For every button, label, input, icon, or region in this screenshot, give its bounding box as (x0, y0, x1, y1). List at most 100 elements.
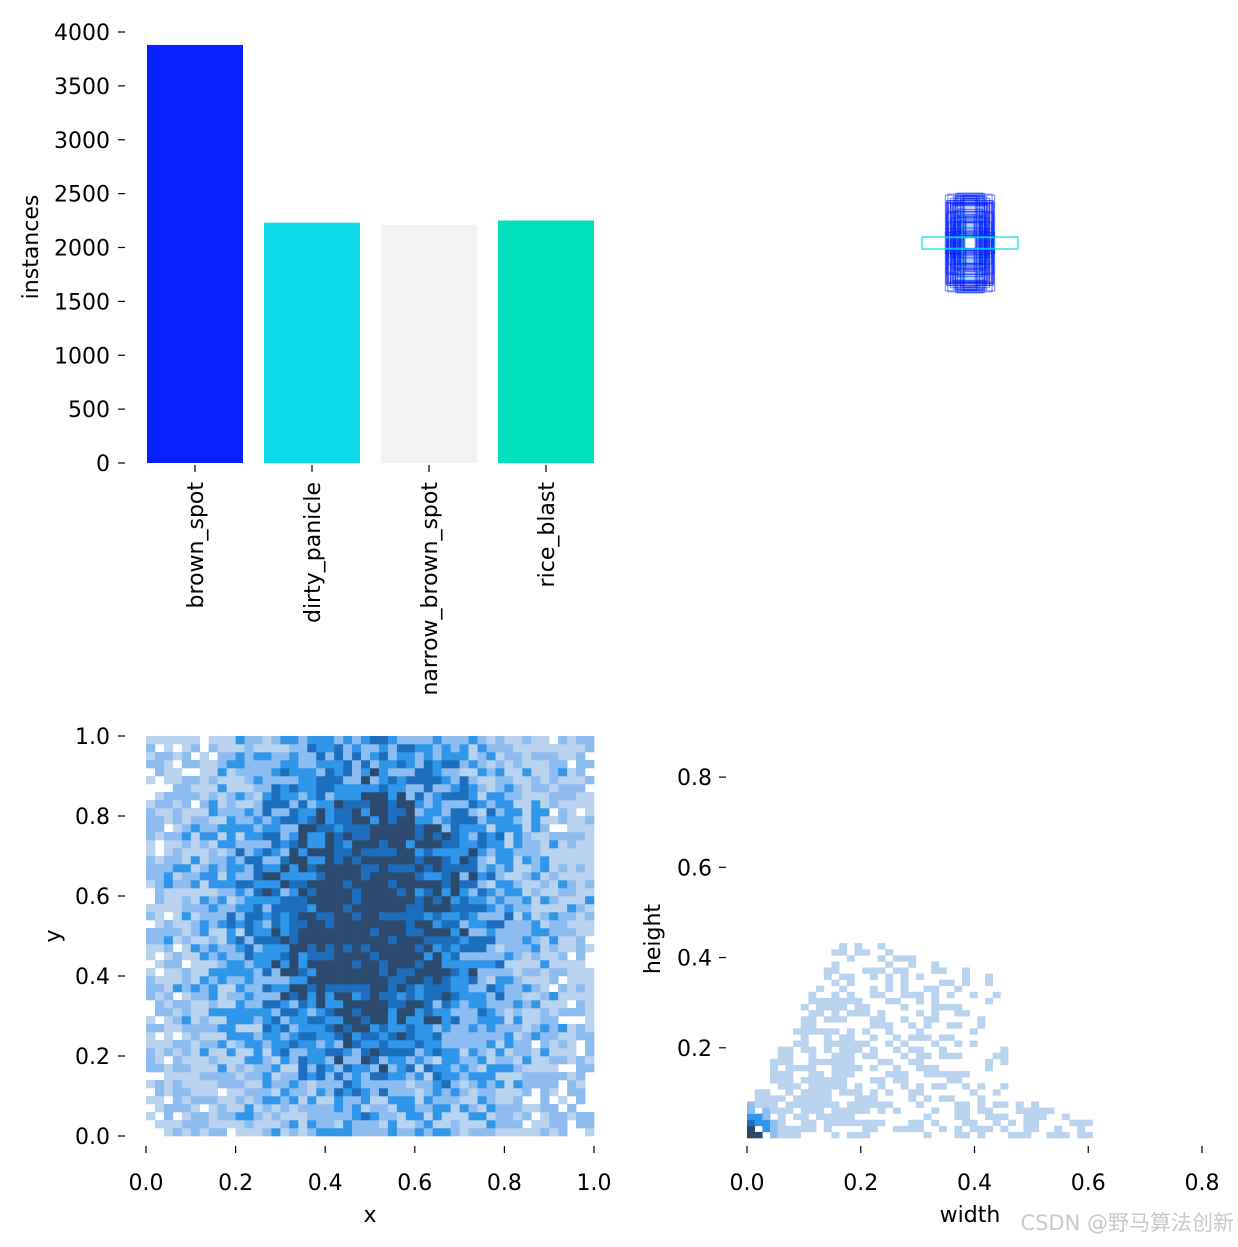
xy-heatmap-cell (226, 936, 236, 945)
xy-heatmap-cell (253, 824, 263, 833)
xy-heatmap-cell (378, 944, 389, 953)
xy-heatmap-cell (585, 1112, 595, 1121)
wh-heatmap-cell (885, 1089, 894, 1096)
xy-heatmap-cell (146, 1040, 156, 1049)
xy-heatmap-cell (361, 880, 371, 889)
xy-heatmap-cell (199, 1008, 210, 1017)
xy-heatmap-cell (432, 848, 442, 857)
wh-heatmap-cell (938, 1071, 947, 1078)
xy-heatmap-cell (190, 960, 201, 969)
wh-heatmap-cell (961, 1119, 970, 1127)
xy-heatmap-cell (396, 840, 407, 849)
xy-heatmap-cell (316, 736, 326, 745)
xy-heatmap-cell (181, 944, 192, 953)
xy-heatmap-cell (495, 808, 505, 817)
wh-heatmap-cell (823, 1083, 832, 1090)
wh-heatmap-cell (839, 943, 848, 950)
xy-heatmap-cell (181, 736, 192, 745)
xy-heatmap-cell (172, 768, 183, 777)
xy-heatmap-cell (316, 1112, 326, 1121)
wh-heatmap-cell (785, 1083, 794, 1090)
xy-heatmap-cell (361, 1104, 371, 1113)
xy-heatmap-cell (540, 1112, 550, 1121)
wh-heatmap-cell (839, 1058, 848, 1066)
xy-heatmap-cell (352, 800, 362, 809)
xy-heatmap-cell (495, 904, 505, 913)
xy-heatmap-cell (522, 736, 532, 745)
xy-heatmap-cell (146, 1024, 156, 1033)
xy-heatmap-cell (576, 1120, 586, 1129)
xy-heatmap-cell (181, 1072, 192, 1081)
xy-heatmap-cell (450, 928, 460, 937)
xy-heatmap-cell (289, 792, 299, 801)
xy-heatmap-cell (217, 1096, 227, 1105)
xy-heatmap-cell (262, 1016, 272, 1025)
xy-heatmap-cell (253, 896, 263, 905)
xy-heatmap-cell (513, 776, 523, 785)
label-box (961, 206, 979, 280)
xy-heatmap-cell (522, 1056, 532, 1065)
xy-heatmap-cell (244, 744, 254, 753)
wh-y-tick-label: 0.8 (677, 766, 712, 791)
xy-heatmap-cell (370, 1056, 380, 1065)
wh-heatmap-cell (846, 1131, 855, 1139)
xy-heatmap-cell (504, 784, 514, 793)
xy-heatmap-cell (325, 952, 335, 961)
xy-heatmap-cell (495, 736, 505, 745)
wh-heatmap-cell (1000, 1125, 1009, 1133)
xy-heatmap-cell (540, 824, 550, 833)
xy-heatmap-cell (468, 864, 478, 873)
xy-heatmap-cell (361, 904, 371, 913)
wh-heatmap-cell (862, 1040, 871, 1047)
xy-heatmap-cell (486, 1096, 496, 1105)
xy-heatmap-cell (172, 856, 183, 865)
xy-heatmap-cell (396, 1032, 407, 1041)
xy-heatmap-cell (522, 904, 532, 913)
xy-heatmap-cell (405, 744, 416, 753)
xy-heatmap-cell (235, 736, 245, 745)
xy-heatmap-cell (343, 992, 353, 1001)
xy-heatmap-cell (146, 984, 156, 993)
xy-heatmap-cell (262, 936, 272, 945)
xy-heatmap-cell (477, 840, 487, 849)
xy-heatmap-cell (190, 744, 201, 753)
xy-heatmap-cell (307, 752, 317, 761)
xy-heatmap-cell (558, 872, 568, 881)
xy-heatmap-cell (396, 848, 407, 857)
wh-heatmap-cell (992, 1052, 1001, 1060)
xy-heatmap-cell (361, 1056, 371, 1065)
wh-heatmap-cell (808, 1028, 817, 1035)
xy-heatmap-cell (235, 1080, 245, 1089)
xy-heatmap-cell (513, 1080, 523, 1089)
xy-heatmap-cell (146, 1064, 156, 1073)
xy-heatmap-cell (172, 736, 183, 745)
xy-heatmap-cell (146, 824, 156, 833)
xy-heatmap-cell (370, 824, 380, 833)
bar-y-tick-label: 500 (68, 398, 110, 423)
xy-heatmap-cell (513, 1072, 523, 1081)
xy-heatmap-cell (253, 1000, 263, 1009)
wh-heatmap-cell (931, 991, 940, 999)
xy-heatmap-cell (432, 984, 442, 993)
xy-heatmap-cell (361, 824, 371, 833)
xy-heatmap-cell (370, 1128, 380, 1137)
bar-y-axis-label: instances (19, 195, 44, 300)
xy-heatmap-cell (567, 856, 577, 865)
xy-heatmap-cell (271, 968, 281, 977)
xy-heatmap-cell (217, 736, 227, 745)
wh-heatmap-cell (908, 955, 917, 962)
xy-heatmap-cell (352, 968, 362, 977)
xy-heatmap-cell (522, 1080, 532, 1089)
xy-heatmap-cell (558, 1040, 568, 1049)
xy-heatmap-cell (558, 952, 568, 961)
xy-heatmap-cell (181, 896, 192, 905)
xy-heatmap-cell (334, 1040, 344, 1049)
xy-heatmap-cell (387, 760, 398, 769)
xy-heatmap-cell (441, 1088, 451, 1097)
xy-heatmap-cell (513, 896, 523, 905)
wh-x-tick-label: 0.2 (843, 1171, 878, 1196)
xy-heatmap-cell (495, 920, 505, 929)
xy-heatmap-cell (307, 1096, 317, 1105)
xy-heatmap-cell (378, 1016, 389, 1025)
